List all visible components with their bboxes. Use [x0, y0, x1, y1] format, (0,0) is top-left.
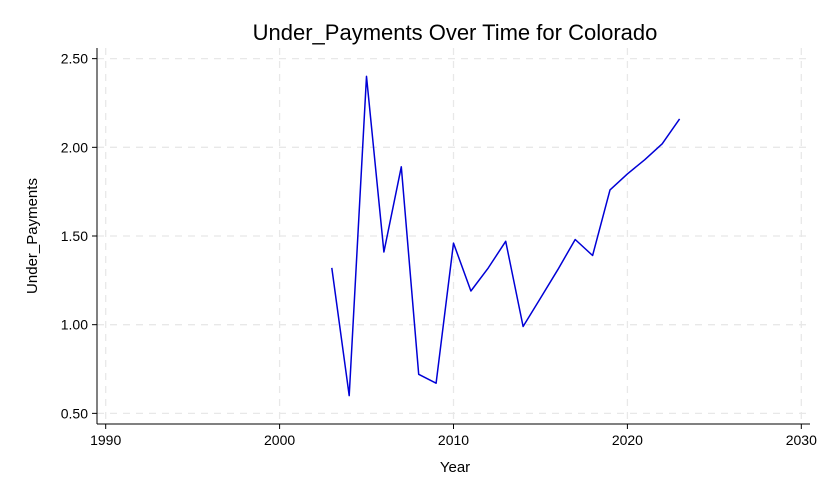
- x-tick-label: 2010: [438, 432, 469, 448]
- data-point-2009: [434, 381, 438, 385]
- axes: 1990 2000 2010 2020 2030 0.50 1.00 1.50 2.00 2.50: [61, 48, 817, 448]
- series-layer: [330, 74, 682, 398]
- chart-title: Under_Payments Over Time for Colorado: [253, 20, 658, 45]
- data-point-2020: [625, 172, 629, 176]
- y-tick-label: 1.00: [61, 317, 88, 333]
- x-axis-title: Year: [440, 459, 470, 476]
- data-point-2015: [538, 296, 542, 300]
- y-tick-label: 2.00: [61, 139, 88, 155]
- data-point-2022: [660, 142, 664, 146]
- data-point-2010: [452, 241, 456, 245]
- data-point-2012: [486, 266, 490, 270]
- data-point-2005: [365, 74, 369, 78]
- x-tick-label: 1990: [90, 432, 121, 448]
- data-point-2006: [382, 250, 386, 254]
- data-point-2007: [399, 165, 403, 169]
- data-point-2017: [573, 238, 577, 242]
- data-point-2016: [556, 268, 560, 272]
- y-axis-title: Under_Payments: [24, 178, 41, 294]
- data-point-2008: [417, 372, 421, 376]
- data-point-2018: [591, 254, 595, 258]
- data-point-2021: [643, 158, 647, 162]
- y-tick-label: 1.50: [61, 228, 88, 244]
- data-point-2011: [469, 289, 473, 293]
- data-point-2013: [504, 239, 508, 243]
- grid: [97, 48, 810, 424]
- y-tick-label: 0.50: [61, 405, 88, 421]
- x-tick-label: 2030: [786, 432, 817, 448]
- data-point-2019: [608, 188, 612, 192]
- x-tick-label: 2000: [264, 432, 295, 448]
- series-line-under-payments: [331, 75, 681, 397]
- data-point-2023: [678, 117, 682, 121]
- data-point-2004: [347, 394, 351, 398]
- y-tick-label: 2.50: [61, 51, 88, 67]
- data-point-2014: [521, 324, 525, 328]
- data-point-2003: [330, 266, 334, 270]
- x-tick-label: 2020: [612, 432, 643, 448]
